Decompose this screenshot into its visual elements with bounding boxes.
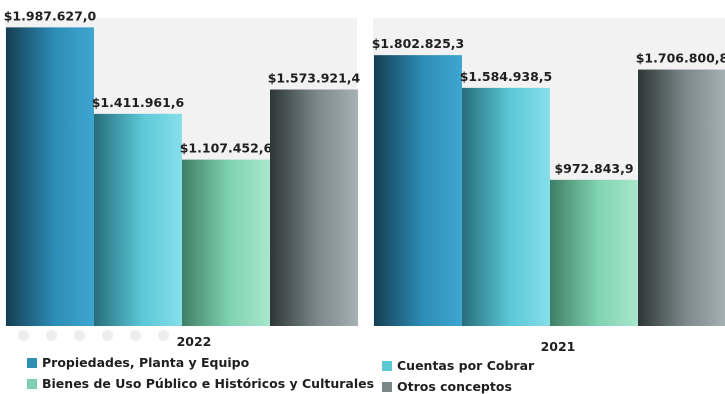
legend-swatch [27,357,37,368]
data-label: $1.706.800,8 [636,51,725,66]
legend-item-bienes: Bienes de Uso Público e Históricos y Cul… [27,376,374,391]
data-label: $1.584.938,5 [460,69,553,84]
dot [18,330,29,341]
legend-label: Otros conceptos [397,379,512,394]
bar-2021-cuentas [462,87,550,327]
legend-item-cuentas: Cuentas por Cobrar [382,358,534,373]
group-label-2021: 2021 [541,339,576,354]
panel-2022: $1.987.627,0 $1.411.961,6 $1.107.452,6 $1.5… [4,8,361,349]
bar-2021-propiedades [374,55,462,327]
data-label: $972.843,9 [554,161,633,176]
decorative-dots [18,330,169,341]
legend-label: Propiedades, Planta y Equipo [42,355,250,370]
data-label: $1.107.452,6 [180,141,273,156]
dot [46,330,57,341]
dot [74,330,85,341]
data-label: $1.802.825,3 [372,36,465,51]
bar-2022-bienes [182,159,270,326]
legend-swatch [27,378,37,389]
bar-2021-otros [638,69,725,326]
legend-swatch [382,381,392,392]
bar-2022-cuentas [94,113,182,326]
legend-label: Cuentas por Cobrar [397,358,535,373]
legend-item-propiedades: Propiedades, Planta y Equipo [27,355,249,370]
bar-2022-propiedades [6,27,94,327]
dot [102,330,113,341]
legend-item-otros: Otros conceptos [382,379,512,394]
panel-2021: $1.802.825,3 $1.584.938,5 $972.843,9 $1.706… [372,18,725,354]
group-label-2022: 2022 [177,334,212,349]
bar-2021-bienes [550,179,638,326]
bar-2022-otros [270,89,358,326]
data-label: $1.573.921,4 [268,71,361,86]
dot [130,330,141,341]
legend-label: Bienes de Uso Público e Históricos y Cul… [42,376,375,391]
dot [158,330,169,341]
data-label: $1.411.961,6 [92,95,185,110]
data-label: $1.987.627,0 [4,8,97,23]
legend-swatch [382,360,392,371]
